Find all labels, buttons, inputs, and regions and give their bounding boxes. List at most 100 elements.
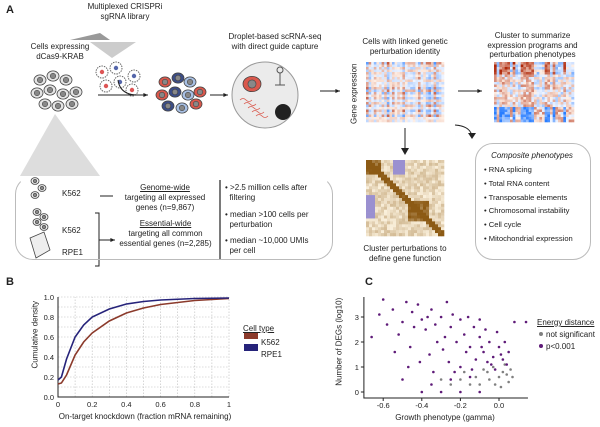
heatmap-cell — [384, 84, 388, 88]
heatmap-cell — [435, 198, 439, 202]
heatmap-cell — [518, 79, 521, 83]
heatmap-cell — [528, 62, 532, 65]
heatmap-cell — [411, 224, 415, 228]
heatmap-cell — [387, 160, 391, 164]
heatmap-cell — [423, 206, 427, 210]
heatmap-cell — [496, 117, 500, 120]
heatmap-cell — [438, 87, 442, 90]
heatmap-cell — [389, 87, 393, 90]
c-point-significant — [468, 375, 472, 379]
heatmap-cell — [523, 94, 527, 98]
heatmap-cell — [410, 67, 414, 70]
composite-item: • Transposable elements — [484, 192, 568, 202]
heatmap-cell — [384, 224, 388, 228]
heatmap-cell — [520, 94, 524, 98]
heatmap-cell — [438, 171, 442, 175]
heatmap-cell — [392, 114, 395, 118]
heatmap-cell — [417, 186, 421, 190]
heatmap-cell — [423, 221, 427, 225]
heatmap-cell — [563, 107, 567, 110]
heatmap-cell — [410, 64, 414, 68]
heatmap-cell — [379, 79, 382, 83]
c-point-not-significant — [493, 383, 497, 386]
heatmap-cell — [390, 212, 394, 216]
heatmap-cell — [566, 74, 569, 78]
heatmap-cell — [425, 117, 429, 120]
heatmap-cell — [371, 104, 375, 108]
heatmap-cell — [393, 180, 397, 184]
heatmap-cell — [431, 99, 434, 103]
arrow-seq-head — [335, 89, 340, 93]
heatmap-cell — [423, 203, 427, 208]
b-xtick: 0 — [56, 400, 60, 409]
heatmap-cell — [426, 189, 430, 193]
heatmap-cell — [534, 69, 537, 73]
heatmap-cell — [405, 230, 409, 234]
heatmap-cell — [423, 64, 427, 68]
heatmap-cell — [507, 114, 511, 118]
transduced-cell-icon-nucleus — [193, 101, 200, 108]
heatmap-cell — [372, 186, 376, 190]
heatmap-cell — [507, 112, 511, 115]
heatmap-cell — [547, 67, 551, 70]
heatmap-cell — [441, 87, 445, 90]
heatmap-cell — [515, 79, 519, 83]
heatmap-cell — [402, 189, 406, 193]
heatmap-cell — [384, 87, 388, 90]
heatmap-cell — [429, 224, 433, 228]
heatmap-cell — [438, 177, 442, 181]
heatmap-cell — [399, 97, 403, 100]
heatmap-cell — [381, 62, 385, 65]
heatmap-cell — [381, 162, 385, 167]
heatmap-cell — [520, 84, 524, 88]
heatmap-cell — [394, 107, 398, 110]
heatmap-cell — [518, 92, 521, 95]
heatmap-cell — [412, 119, 416, 123]
c-point-significant — [493, 368, 497, 371]
heatmap-cell — [387, 183, 391, 187]
heatmap-cell — [433, 79, 437, 83]
heatmap-cell — [390, 200, 394, 205]
heatmap-cell — [504, 84, 508, 88]
heatmap-cell — [373, 62, 377, 65]
heatmap-cell — [441, 200, 445, 205]
heatmap-cell — [366, 165, 370, 170]
heatmap-cell — [510, 62, 513, 65]
heatmap-cell — [375, 233, 379, 237]
heatmap-cell — [414, 233, 418, 237]
heatmap-cell — [423, 74, 427, 78]
heatmap-cell — [432, 183, 436, 187]
heatmap-cell — [566, 62, 569, 65]
heatmap-cell — [379, 117, 382, 120]
heatmap-cell — [399, 189, 403, 193]
heatmap-cell — [432, 224, 436, 228]
heatmap-cell — [375, 218, 379, 222]
heatmap-cell — [547, 62, 551, 65]
heatmap-cell — [420, 67, 424, 70]
heatmap-cell — [423, 72, 427, 75]
heatmap-cell — [387, 168, 391, 172]
heatmap-cell — [420, 227, 424, 231]
heatmap-cell — [369, 180, 373, 184]
heatmap-cell — [423, 117, 427, 120]
heatmap-cell — [441, 221, 445, 225]
heatmap-cell — [518, 74, 521, 78]
heatmap-cell — [504, 89, 508, 93]
heatmap-cell — [381, 104, 385, 108]
heatmap-cell — [402, 112, 406, 115]
heatmap-cell — [441, 102, 445, 105]
k562-cell-icon-nucleus — [32, 178, 38, 184]
heatmap-cell — [399, 102, 403, 105]
heatmap-cell — [381, 186, 385, 190]
heatmap-cell — [379, 62, 382, 65]
heatmap-cell — [384, 72, 388, 75]
b-line-rpe1 — [57, 297, 230, 381]
heatmap-cell — [405, 224, 409, 228]
heatmap-cell — [534, 87, 537, 90]
heatmap-cell — [407, 102, 411, 105]
heatmap-cell — [384, 200, 388, 205]
heatmap-cell — [420, 215, 424, 219]
heatmap-cell — [544, 104, 548, 108]
heatmap-cell — [425, 74, 429, 78]
heatmap-cell — [555, 64, 559, 68]
